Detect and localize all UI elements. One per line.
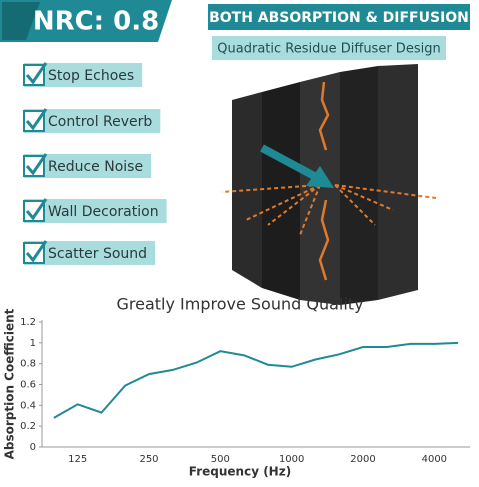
x-tick-label: 1000 [279, 454, 304, 465]
feature-text: Stop Echoes [48, 68, 134, 84]
y-tick-label: 1 [30, 338, 36, 349]
feature-text: Scatter Sound [48, 246, 147, 262]
check-mark [25, 108, 48, 131]
feature-text: Reduce Noise [48, 159, 143, 175]
y-tick-label: 0.2 [20, 421, 36, 432]
y-tick-label: 0.6 [20, 380, 36, 391]
badge-bg [0, 0, 172, 42]
y-tick-label: 0 [30, 442, 36, 453]
x-axis-label: Frequency (Hz) [189, 465, 291, 479]
badge-text: NRC: 0.8 [33, 7, 159, 37]
y-tick-label: 0.8 [20, 359, 36, 370]
feature-bg [24, 241, 156, 265]
feature-bg [24, 199, 167, 223]
x-tick-label: 4000 [422, 454, 447, 465]
checkbox [23, 242, 45, 264]
subtitle-bg [212, 36, 446, 60]
data-line [53, 341, 459, 419]
check-mark [25, 153, 48, 176]
header-title: BOTH ABSORPTION & DIFFUSION [209, 10, 469, 26]
check-mark [25, 240, 48, 263]
checkbox [23, 155, 45, 177]
feature-bg [24, 109, 161, 133]
panel-illustration [221, 64, 437, 305]
chart-title: Greatly Improve Sound Quality [116, 295, 363, 314]
y-tick-label: 1.2 [20, 317, 36, 328]
checkbox [23, 64, 45, 86]
header-bg [208, 4, 470, 30]
x-tick-label: 500 [211, 454, 230, 465]
feature-text: Wall Decoration [48, 204, 159, 220]
check-mark [25, 62, 48, 85]
check-mark [25, 198, 48, 221]
checkbox [23, 200, 45, 222]
y-axis-label: Absorption Coefficient [3, 308, 17, 459]
feature-text: Control Reverb [48, 114, 152, 130]
feature-list: Stop Echoes Control Reverb Reduce Noise Wal… [23, 62, 167, 265]
feature-bg [24, 154, 152, 178]
checkbox [23, 110, 45, 132]
header-subtitle: Quadratic Residue Diffuser Design [217, 42, 440, 57]
badge-accent [2, 2, 40, 40]
x-tick-label: 125 [68, 454, 87, 465]
x-tick-label: 250 [139, 454, 158, 465]
y-tick-label: 0.4 [20, 400, 36, 411]
x-tick-label: 2000 [350, 454, 375, 465]
